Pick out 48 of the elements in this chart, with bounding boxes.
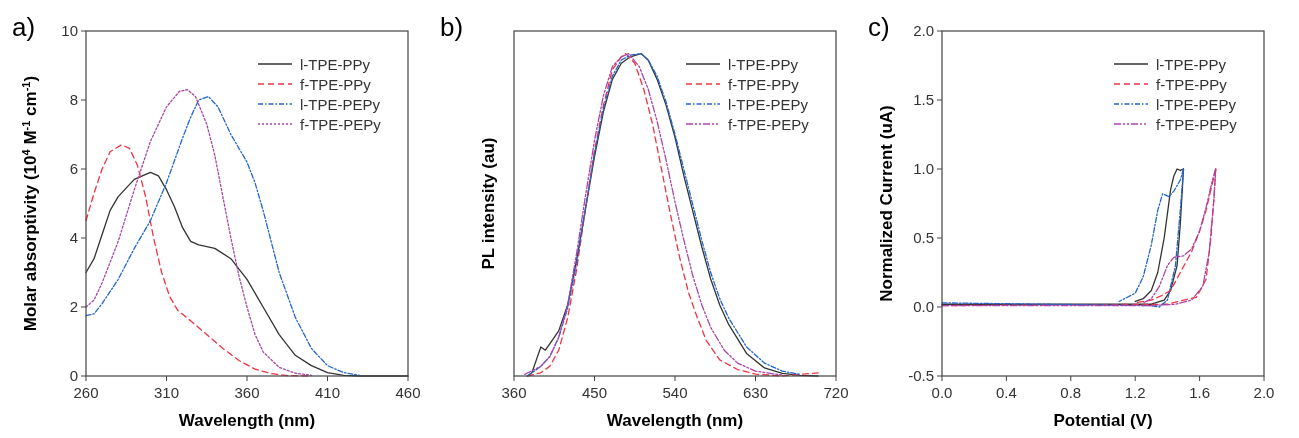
x-tick-label: 630: [742, 384, 769, 401]
y-tick-label: 1.0: [913, 160, 934, 177]
chart-title: c): [868, 12, 890, 42]
x-tick-label: 0.0: [931, 384, 953, 401]
y-axis-title: Normalized Current (uA): [877, 105, 896, 302]
y-tick-label: -0.5: [908, 367, 934, 384]
chart-title: a): [12, 12, 36, 42]
x-tick-label: 360: [501, 384, 527, 401]
x-tick-label: 360: [234, 384, 260, 401]
x-tick-label: 450: [581, 384, 608, 401]
x-tick-label: 0.8: [1060, 384, 1082, 401]
x-tick-label: 540: [662, 384, 688, 401]
y-tick-label: 6: [69, 160, 78, 177]
x-tick-label: 0.4: [995, 384, 1017, 401]
x-tick-label: 720: [823, 384, 849, 401]
y-tick-label: 0.0: [913, 298, 934, 315]
x-tick-label: 260: [73, 384, 99, 401]
legend-label: l-TPE-PEPy: [728, 96, 809, 113]
legend-label: f-TPE-PEPy: [300, 116, 382, 133]
legend-label: f-TPE-PEPy: [1156, 116, 1238, 133]
legend-label: f-TPE-PPy: [300, 76, 372, 93]
x-axis-title: Potential (V): [1053, 411, 1153, 430]
x-axis-title: Wavelength (nm): [178, 411, 316, 430]
x-tick-label: 310: [153, 384, 180, 401]
y-tick-label: 1.5: [913, 91, 934, 108]
legend-label: l-TPE-PPy: [300, 56, 371, 73]
legend-label: f-TPE-PEPy: [728, 116, 810, 133]
chart-title: b): [440, 12, 464, 42]
legend-label: l-TPE-PPy: [1156, 56, 1227, 73]
x-tick-label: 410: [314, 384, 341, 401]
y-tick-label: 0: [69, 367, 78, 384]
y-tick-label: 8: [69, 91, 78, 108]
legend-label: f-TPE-PPy: [1156, 76, 1228, 93]
legend-label: l-TPE-PEPy: [300, 96, 381, 113]
x-tick-label: 2.0: [1253, 384, 1275, 401]
legend-label: l-TPE-PPy: [728, 56, 799, 73]
y-tick-label: 10: [61, 22, 78, 39]
legend-label: l-TPE-PEPy: [1156, 96, 1237, 113]
x-tick-label: 1.6: [1189, 384, 1211, 401]
y-tick-label: 0.5: [913, 229, 934, 246]
y-tick-label: 4: [69, 229, 78, 246]
x-tick-label: 1.2: [1124, 384, 1146, 401]
legend-label: f-TPE-PPy: [728, 76, 800, 93]
x-tick-label: 460: [395, 384, 421, 401]
x-axis-title: Wavelength (nm): [606, 411, 744, 430]
y-tick-label: 2.0: [913, 22, 934, 39]
y-tick-label: 2: [69, 298, 78, 315]
y-axis-title: PL intensity (au): [479, 137, 498, 270]
